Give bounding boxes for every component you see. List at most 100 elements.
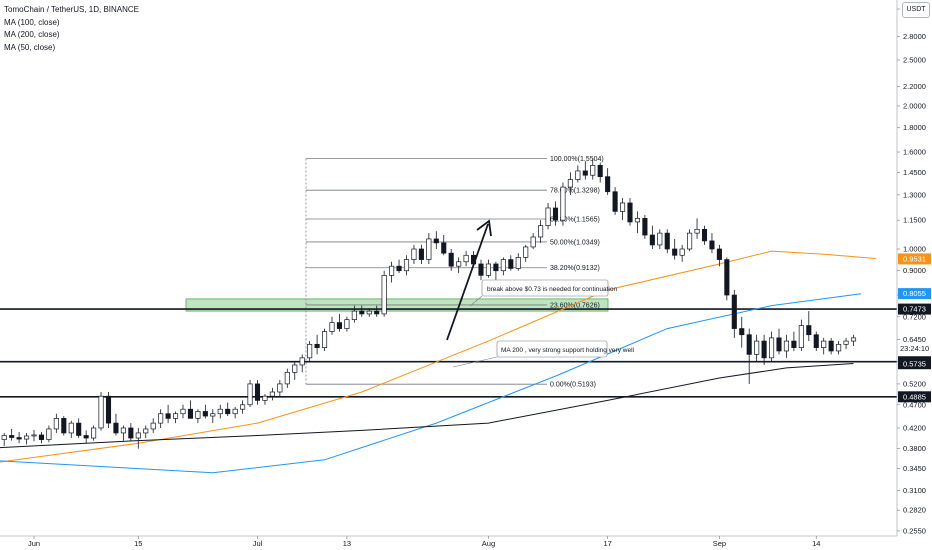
candle (292, 361, 298, 380)
candle (485, 259, 492, 278)
candle-body (456, 261, 462, 267)
ma-line-2 (0, 363, 854, 449)
price-axis[interactable]: 3.20002.80002.50002.20002.00001.80001.60… (896, 0, 932, 536)
candle (344, 316, 350, 332)
candle (165, 404, 171, 424)
candle-body (441, 242, 447, 254)
indicator-ma-200[interactable]: MA (200, close) (4, 30, 60, 39)
time-axis[interactable]: Jun 15 Jul 13 Aug 17 Sep 14 (0, 535, 932, 550)
candle-body (143, 428, 149, 434)
candle (389, 261, 395, 283)
candle-body (731, 294, 737, 329)
currency-unit-button[interactable]: USDT (902, 2, 930, 18)
candle-body (560, 186, 566, 221)
time-tick-label: 15 (134, 539, 142, 548)
note-top-box (481, 279, 609, 297)
candle (754, 334, 760, 362)
candle (299, 354, 305, 373)
candle (210, 409, 216, 424)
price-axis-bg (897, 0, 932, 536)
candle-body (597, 165, 603, 178)
candle-body (1, 435, 7, 440)
candle-body (307, 343, 313, 359)
candle-body (322, 331, 328, 348)
candle (187, 400, 194, 419)
symbol-title[interactable]: TomoChain / TetherUS, 1D, BINANCE (4, 5, 140, 14)
candle (523, 244, 529, 262)
candle-body (463, 254, 469, 263)
candle-body (389, 265, 395, 276)
candle-body (232, 408, 238, 415)
fib-level-label: 50.00%(1.0349) (550, 239, 600, 246)
candle (545, 202, 551, 230)
candle-body (776, 337, 782, 352)
fib-level-label: 23.60%(0.7626) (550, 302, 600, 309)
candle-body (225, 408, 231, 415)
price-tick-label: 1.6000 (903, 148, 926, 157)
candle (806, 311, 812, 342)
price-tick-label: 0.3800 (903, 444, 926, 453)
candle (336, 313, 343, 332)
candle (9, 428, 15, 441)
candle-body (701, 228, 708, 242)
candle-body (38, 434, 45, 440)
candle (46, 425, 52, 443)
candle-body (113, 422, 119, 434)
note-top-text: break above $0.73 is needed for continua… (487, 286, 617, 293)
price-tag-label: 0.5735 (903, 359, 926, 368)
price-tag-label: 0.8055 (903, 289, 926, 298)
candle (411, 244, 417, 264)
fib-level-label: 78.60%(1.3298) (550, 188, 600, 195)
indicator-ma-50[interactable]: MA (50, close) (4, 42, 56, 52)
candle-body (165, 413, 171, 419)
candle-body (9, 435, 15, 438)
candle-body (672, 248, 678, 256)
price-tick-label: 0.5200 (903, 379, 926, 388)
candle (850, 334, 857, 346)
candle (284, 368, 290, 388)
candle (657, 229, 663, 249)
candle-body (254, 383, 261, 401)
candle-body (187, 408, 194, 419)
candle (597, 162, 603, 183)
candle (701, 225, 708, 245)
note-bottom-text: MA 200 , very strong support holding ver… (501, 347, 635, 354)
candle-body (351, 310, 357, 321)
price-tick-label: 0.9000 (903, 266, 926, 275)
candle (232, 406, 238, 419)
candle (813, 331, 819, 351)
candle (798, 319, 804, 351)
candle (515, 253, 521, 271)
fib-level-label: 100.00%(1.5504) (550, 156, 604, 163)
candle (508, 255, 514, 271)
candle-body (336, 322, 343, 329)
candle-body (284, 371, 290, 385)
candle (843, 337, 849, 350)
price-tag-bg (898, 288, 931, 300)
candle-body (329, 322, 335, 332)
candle (679, 244, 685, 262)
price-tick-label: 1.4500 (903, 168, 926, 177)
price-tick-label: 0.3100 (903, 486, 926, 495)
annotations[interactable]: break above $0.73 is needed for continua… (446, 219, 635, 368)
candle (173, 411, 179, 424)
note-bottom-pointer (452, 356, 498, 368)
candle (426, 233, 432, 264)
candle-body (843, 340, 849, 345)
candle-body (426, 238, 432, 260)
candle (724, 257, 730, 301)
candle-body (508, 259, 514, 269)
indicator-ma-100[interactable]: MA (100, close) (4, 17, 60, 27)
time-axis-bg (0, 536, 932, 550)
time-tick-label: Jun (28, 539, 40, 548)
candle (366, 308, 372, 317)
note-bottom-box (496, 340, 608, 358)
fib-retracement[interactable]: 100.00%(1.5504) 78.60%(1.3298) 61.80%(1.15… (305, 156, 604, 389)
candle (202, 404, 208, 419)
candle-body (128, 427, 134, 439)
price-tag-bg (898, 391, 931, 403)
candle (143, 425, 149, 439)
candle (642, 214, 648, 239)
candle-body (76, 422, 82, 436)
